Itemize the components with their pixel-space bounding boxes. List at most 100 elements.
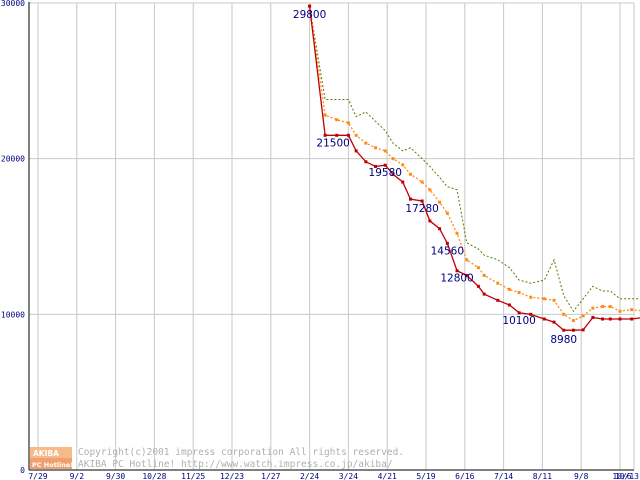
series-average-point xyxy=(496,281,500,285)
series-average-point xyxy=(420,180,424,184)
series-average-point xyxy=(630,308,634,312)
series-average-point xyxy=(354,133,358,137)
series-average-point xyxy=(482,273,486,277)
series-min-point xyxy=(346,133,350,137)
series-min-point xyxy=(601,317,605,321)
series-min-point xyxy=(482,292,486,296)
data-label: 19580 xyxy=(369,167,402,179)
series-min-point xyxy=(408,197,412,201)
series-average-point xyxy=(608,305,612,309)
series-min-point xyxy=(496,298,500,302)
series-min-point xyxy=(529,312,533,316)
x-tick-label: 9/30 xyxy=(106,472,125,480)
series-min-point xyxy=(374,164,378,168)
x-tick-label: 8/11 xyxy=(533,472,552,480)
data-label: 21500 xyxy=(316,137,349,149)
data-label: 10100 xyxy=(502,315,535,327)
series-average-point xyxy=(476,266,480,270)
chart-grid xyxy=(29,2,635,470)
series-min-line xyxy=(308,6,640,331)
series-average-point xyxy=(465,258,469,262)
series-min-point xyxy=(383,163,387,167)
series-average-point xyxy=(591,306,595,310)
series-average-point xyxy=(374,146,378,150)
series-average-point xyxy=(571,319,575,323)
data-label: 12800 xyxy=(440,273,473,285)
series-min-point xyxy=(571,328,575,332)
series-min-point xyxy=(465,273,469,277)
series-average-point xyxy=(601,305,605,309)
copyright-watermark: AKIBA PC Hotline! Copyright(c)2001 impre… xyxy=(30,447,404,470)
series-average-point xyxy=(445,211,449,215)
x-tick-labels: 7/29 9/2 9/30 10/28 11/25 12/23 1/27 2/24 3/24 4/… xyxy=(28,472,639,480)
data-label: 8980 xyxy=(550,334,577,346)
logo-top-box xyxy=(30,447,72,458)
x-tick-label: 10/28 xyxy=(142,472,166,480)
x-tick-label: 11/25 xyxy=(181,472,205,480)
series-average-point xyxy=(507,287,511,291)
series-min-point xyxy=(562,328,566,332)
series-min-point xyxy=(391,172,395,176)
series-min-point xyxy=(364,160,368,164)
series-min-point xyxy=(507,303,511,307)
series-min-point xyxy=(308,4,312,8)
series-average-point xyxy=(529,295,533,299)
series-average-point xyxy=(618,309,622,313)
series-average-point xyxy=(391,157,395,161)
logo-top-text: AKIBA xyxy=(33,449,59,458)
copyright-line-2: AKIBA PC Hotline! http://www.watch.impre… xyxy=(78,459,393,470)
data-label: 14560 xyxy=(431,245,464,257)
series-min-point xyxy=(591,315,595,319)
data-labels: 2980021500195801728014560128001010089809… xyxy=(293,9,577,346)
series-min-point xyxy=(335,133,339,137)
series-max-line xyxy=(309,6,640,313)
series-min-point xyxy=(581,328,585,332)
x-tick-label: 9/8 xyxy=(574,472,589,480)
logo-bottom-box xyxy=(30,458,72,469)
series-average-point xyxy=(542,297,546,301)
series-average-point xyxy=(455,231,459,235)
series-min-point xyxy=(630,317,634,321)
series-average-point xyxy=(581,314,585,318)
series-min-point xyxy=(428,219,432,223)
logo-bottom-text: PC Hotline! xyxy=(32,461,73,469)
x-tick-label: 7/14 xyxy=(494,472,513,480)
x-tick-label: 10/6 xyxy=(612,472,631,480)
data-label: 29800 xyxy=(293,9,326,21)
x-tick-label: 1/27 xyxy=(261,472,280,480)
series-min-point xyxy=(445,241,449,245)
series-average-point xyxy=(335,118,339,122)
chart-axes xyxy=(28,2,634,471)
series-min-point xyxy=(323,133,327,137)
series-average-point xyxy=(517,291,521,295)
y-tick-label: 0 xyxy=(20,466,25,475)
x-tick-label: 12/23 xyxy=(220,472,244,480)
data-label: 17280 xyxy=(405,203,438,215)
x-tick-label: 6/16 xyxy=(455,472,474,480)
series-min-point xyxy=(401,180,405,184)
series-average-point xyxy=(323,113,327,117)
x-tick-label: 7/29 xyxy=(28,472,47,480)
x-tick-label: 3/24 xyxy=(339,472,358,480)
series-layer xyxy=(308,4,640,332)
series-min-point xyxy=(455,269,459,273)
copyright-line-1: Copyright(c)2001 impress corporation All… xyxy=(78,447,404,458)
x-tick-label: 4/21 xyxy=(378,472,397,480)
series-min-point xyxy=(476,284,480,288)
series-average-point xyxy=(401,163,405,167)
series-min-point xyxy=(542,317,546,321)
series-average-point xyxy=(346,121,350,125)
y-tick-labels: 0 10000 20000 30000 xyxy=(1,0,25,475)
series-average-point xyxy=(408,172,412,176)
series-min-point xyxy=(420,199,424,203)
series-min-point xyxy=(608,317,612,321)
series-average-point xyxy=(438,200,442,204)
y-tick-label: 30000 xyxy=(1,0,25,8)
y-tick-label: 20000 xyxy=(1,155,25,164)
series-average-point xyxy=(364,141,368,145)
x-tick-label: 10/13 xyxy=(615,472,639,480)
series-min-point xyxy=(517,311,521,315)
x-tick-label: 9/2 xyxy=(70,472,85,480)
series-min-point xyxy=(438,227,442,231)
